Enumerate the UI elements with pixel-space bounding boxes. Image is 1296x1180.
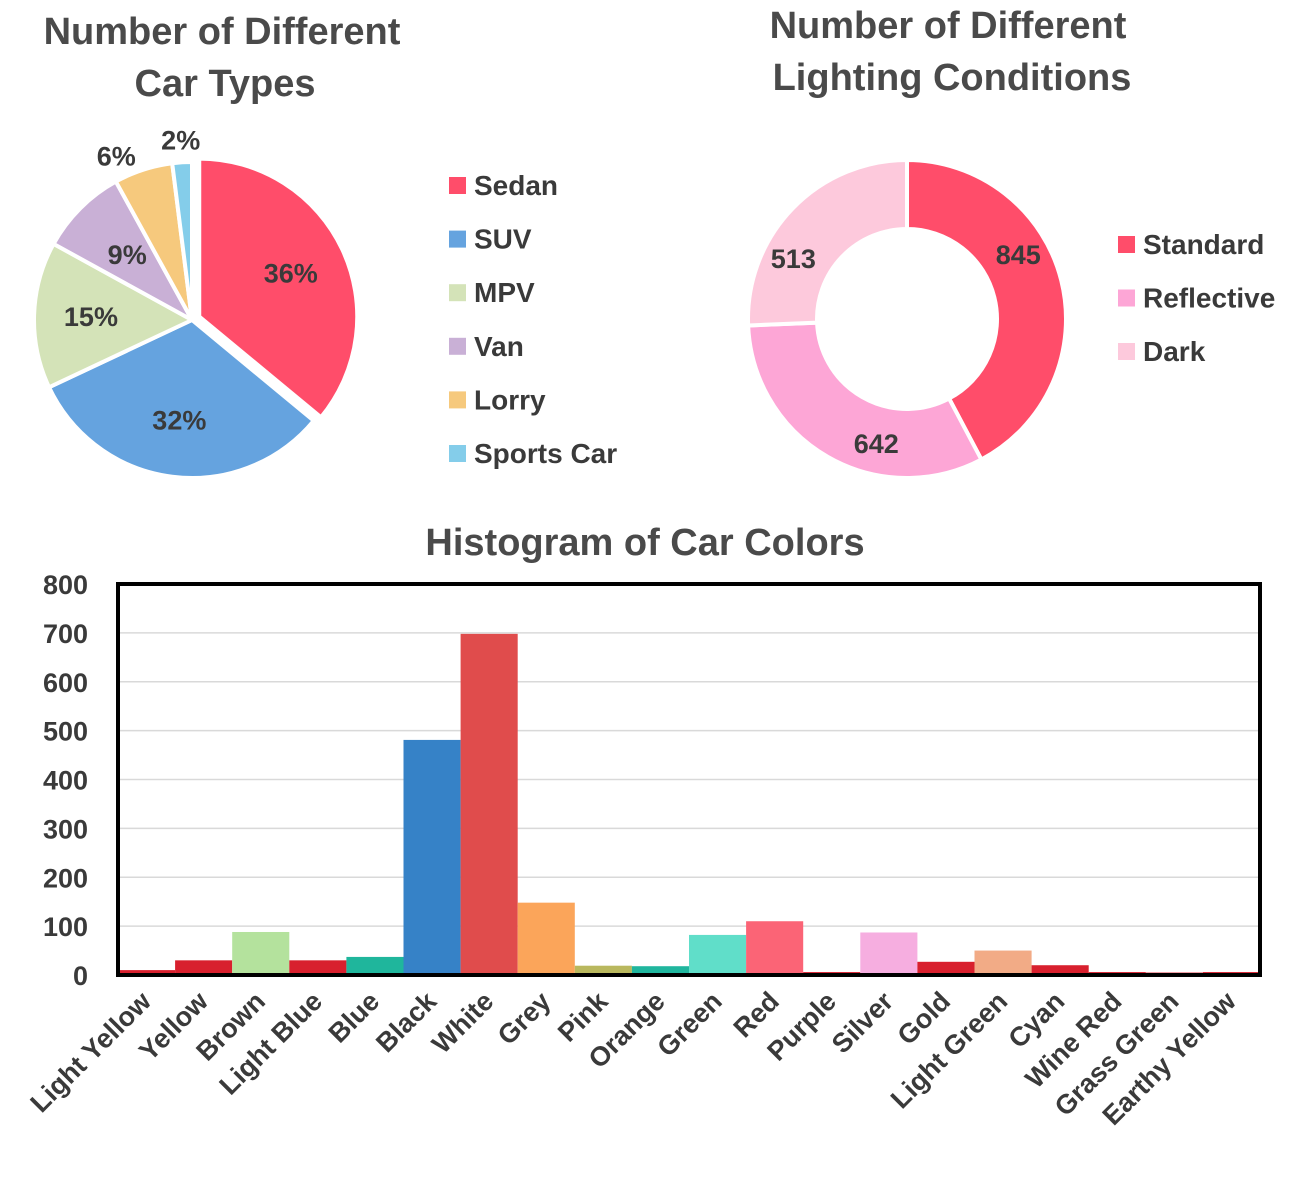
x-tick-black: Black bbox=[370, 985, 443, 1058]
lighting-slice-labels: 845 642 513 bbox=[771, 240, 1041, 459]
y-tick-200: 200 bbox=[43, 863, 88, 893]
legend-label-standard: Standard bbox=[1143, 229, 1264, 260]
y-tick-600: 600 bbox=[43, 668, 88, 698]
car-types-slice-labels: 36% 32% 15% 9% 6% 2% bbox=[64, 125, 318, 435]
y-tick-800: 800 bbox=[43, 570, 88, 600]
pie-label-sports-car: 2% bbox=[161, 125, 200, 155]
bar-green bbox=[689, 934, 747, 975]
legend-label-lorry: Lorry bbox=[474, 384, 546, 415]
lighting-title-line1: Number of Different bbox=[770, 5, 1127, 47]
donut-slice-dark bbox=[746, 157, 909, 328]
pie-label-sedan: 36% bbox=[264, 259, 318, 289]
pie-label-lorry: 6% bbox=[97, 142, 136, 172]
car-types-legend: Sedan SUV MPV Van Lorry Sports Car bbox=[449, 170, 617, 469]
legend-swatch-van bbox=[449, 337, 466, 355]
donut-label-reflective: 642 bbox=[854, 429, 899, 459]
car-colors-bars bbox=[118, 633, 1260, 975]
donut-label-standard: 845 bbox=[996, 240, 1041, 270]
bar-red bbox=[746, 921, 804, 975]
pie-label-van: 9% bbox=[108, 240, 147, 270]
lighting-chart: Number of Different Lighting Conditions … bbox=[746, 5, 1275, 480]
pie-slice-mpv bbox=[32, 241, 197, 390]
legend-label-sedan: Sedan bbox=[474, 170, 558, 201]
y-tick-400: 400 bbox=[43, 766, 88, 796]
bar-light-blue bbox=[289, 960, 347, 975]
donut-label-dark: 513 bbox=[771, 244, 816, 274]
lighting-title-line2: Lighting Conditions bbox=[773, 57, 1132, 99]
legend-label-mpv: MPV bbox=[474, 277, 535, 308]
y-tick-500: 500 bbox=[43, 717, 88, 747]
car-colors-gridlines bbox=[118, 632, 1260, 927]
pie-slice-suv bbox=[46, 317, 317, 480]
legend-swatch-mpv bbox=[449, 284, 466, 302]
bar-orange bbox=[631, 966, 689, 975]
car-types-slices bbox=[32, 156, 360, 480]
legend-swatch-lorry bbox=[449, 391, 466, 409]
legend-label-reflective: Reflective bbox=[1143, 283, 1275, 314]
lighting-slices bbox=[746, 157, 1068, 480]
donut-slice-standard bbox=[905, 157, 1068, 463]
bar-white bbox=[460, 633, 518, 975]
donut-slice-reflective bbox=[746, 320, 985, 480]
x-tick-grey: Grey bbox=[492, 986, 557, 1051]
x-tick-green: Green bbox=[651, 986, 727, 1062]
bar-silver bbox=[860, 932, 918, 975]
car-types-title-line1: Number of Different bbox=[44, 11, 401, 53]
bar-yellow bbox=[175, 960, 233, 975]
bar-cyan bbox=[1031, 965, 1089, 975]
legend-swatch-reflective bbox=[1118, 289, 1135, 307]
legend-label-suv: SUV bbox=[474, 224, 532, 255]
bar-blue bbox=[346, 956, 404, 975]
legend-swatch-sports-car bbox=[449, 445, 466, 462]
y-tick-0: 0 bbox=[73, 961, 88, 991]
plot-frame bbox=[116, 582, 1262, 977]
x-tick-white: White bbox=[426, 986, 499, 1059]
bar-black bbox=[403, 739, 461, 975]
bar-light-yellow bbox=[118, 970, 176, 975]
legend-swatch-suv bbox=[449, 230, 466, 248]
pie-slice-sports-car bbox=[169, 159, 194, 321]
legend-label-van: Van bbox=[474, 331, 524, 362]
car-colors-y-ticks: 0 100 200 300 400 500 600 700 800 bbox=[43, 570, 88, 991]
legend-swatch-dark bbox=[1118, 343, 1135, 360]
legend-swatch-standard bbox=[1118, 236, 1135, 253]
y-tick-100: 100 bbox=[43, 912, 88, 942]
bar-brown bbox=[232, 931, 290, 975]
legend-swatch-sedan bbox=[449, 177, 466, 194]
car-types-chart: Number of Different Car Types 36% 32% 15% 9… bbox=[32, 11, 617, 480]
pie-slice-sedan bbox=[197, 156, 360, 421]
car-types-title-line2: Car Types bbox=[135, 63, 316, 105]
y-tick-700: 700 bbox=[43, 619, 88, 649]
y-tick-300: 300 bbox=[43, 814, 88, 844]
pie-label-suv: 32% bbox=[152, 405, 206, 435]
legend-label-dark: Dark bbox=[1143, 336, 1206, 367]
legend-label-sports-car: Sports Car bbox=[474, 438, 617, 469]
x-tick-silver: Silver bbox=[826, 986, 900, 1060]
car-colors-title: Histogram of Car Colors bbox=[425, 522, 864, 564]
bar-light-green bbox=[974, 950, 1032, 975]
x-tick-light-yellow: Light Yellow bbox=[25, 985, 158, 1118]
bar-pink bbox=[574, 965, 632, 975]
car-colors-chart: Histogram of Car Colors 0 100 200 300 400 500… bbox=[25, 522, 1262, 1131]
pie-label-mpv: 15% bbox=[64, 302, 118, 332]
bar-gold bbox=[917, 961, 975, 975]
bar-grey bbox=[517, 902, 575, 975]
lighting-legend: Standard Reflective Dark bbox=[1118, 229, 1275, 367]
